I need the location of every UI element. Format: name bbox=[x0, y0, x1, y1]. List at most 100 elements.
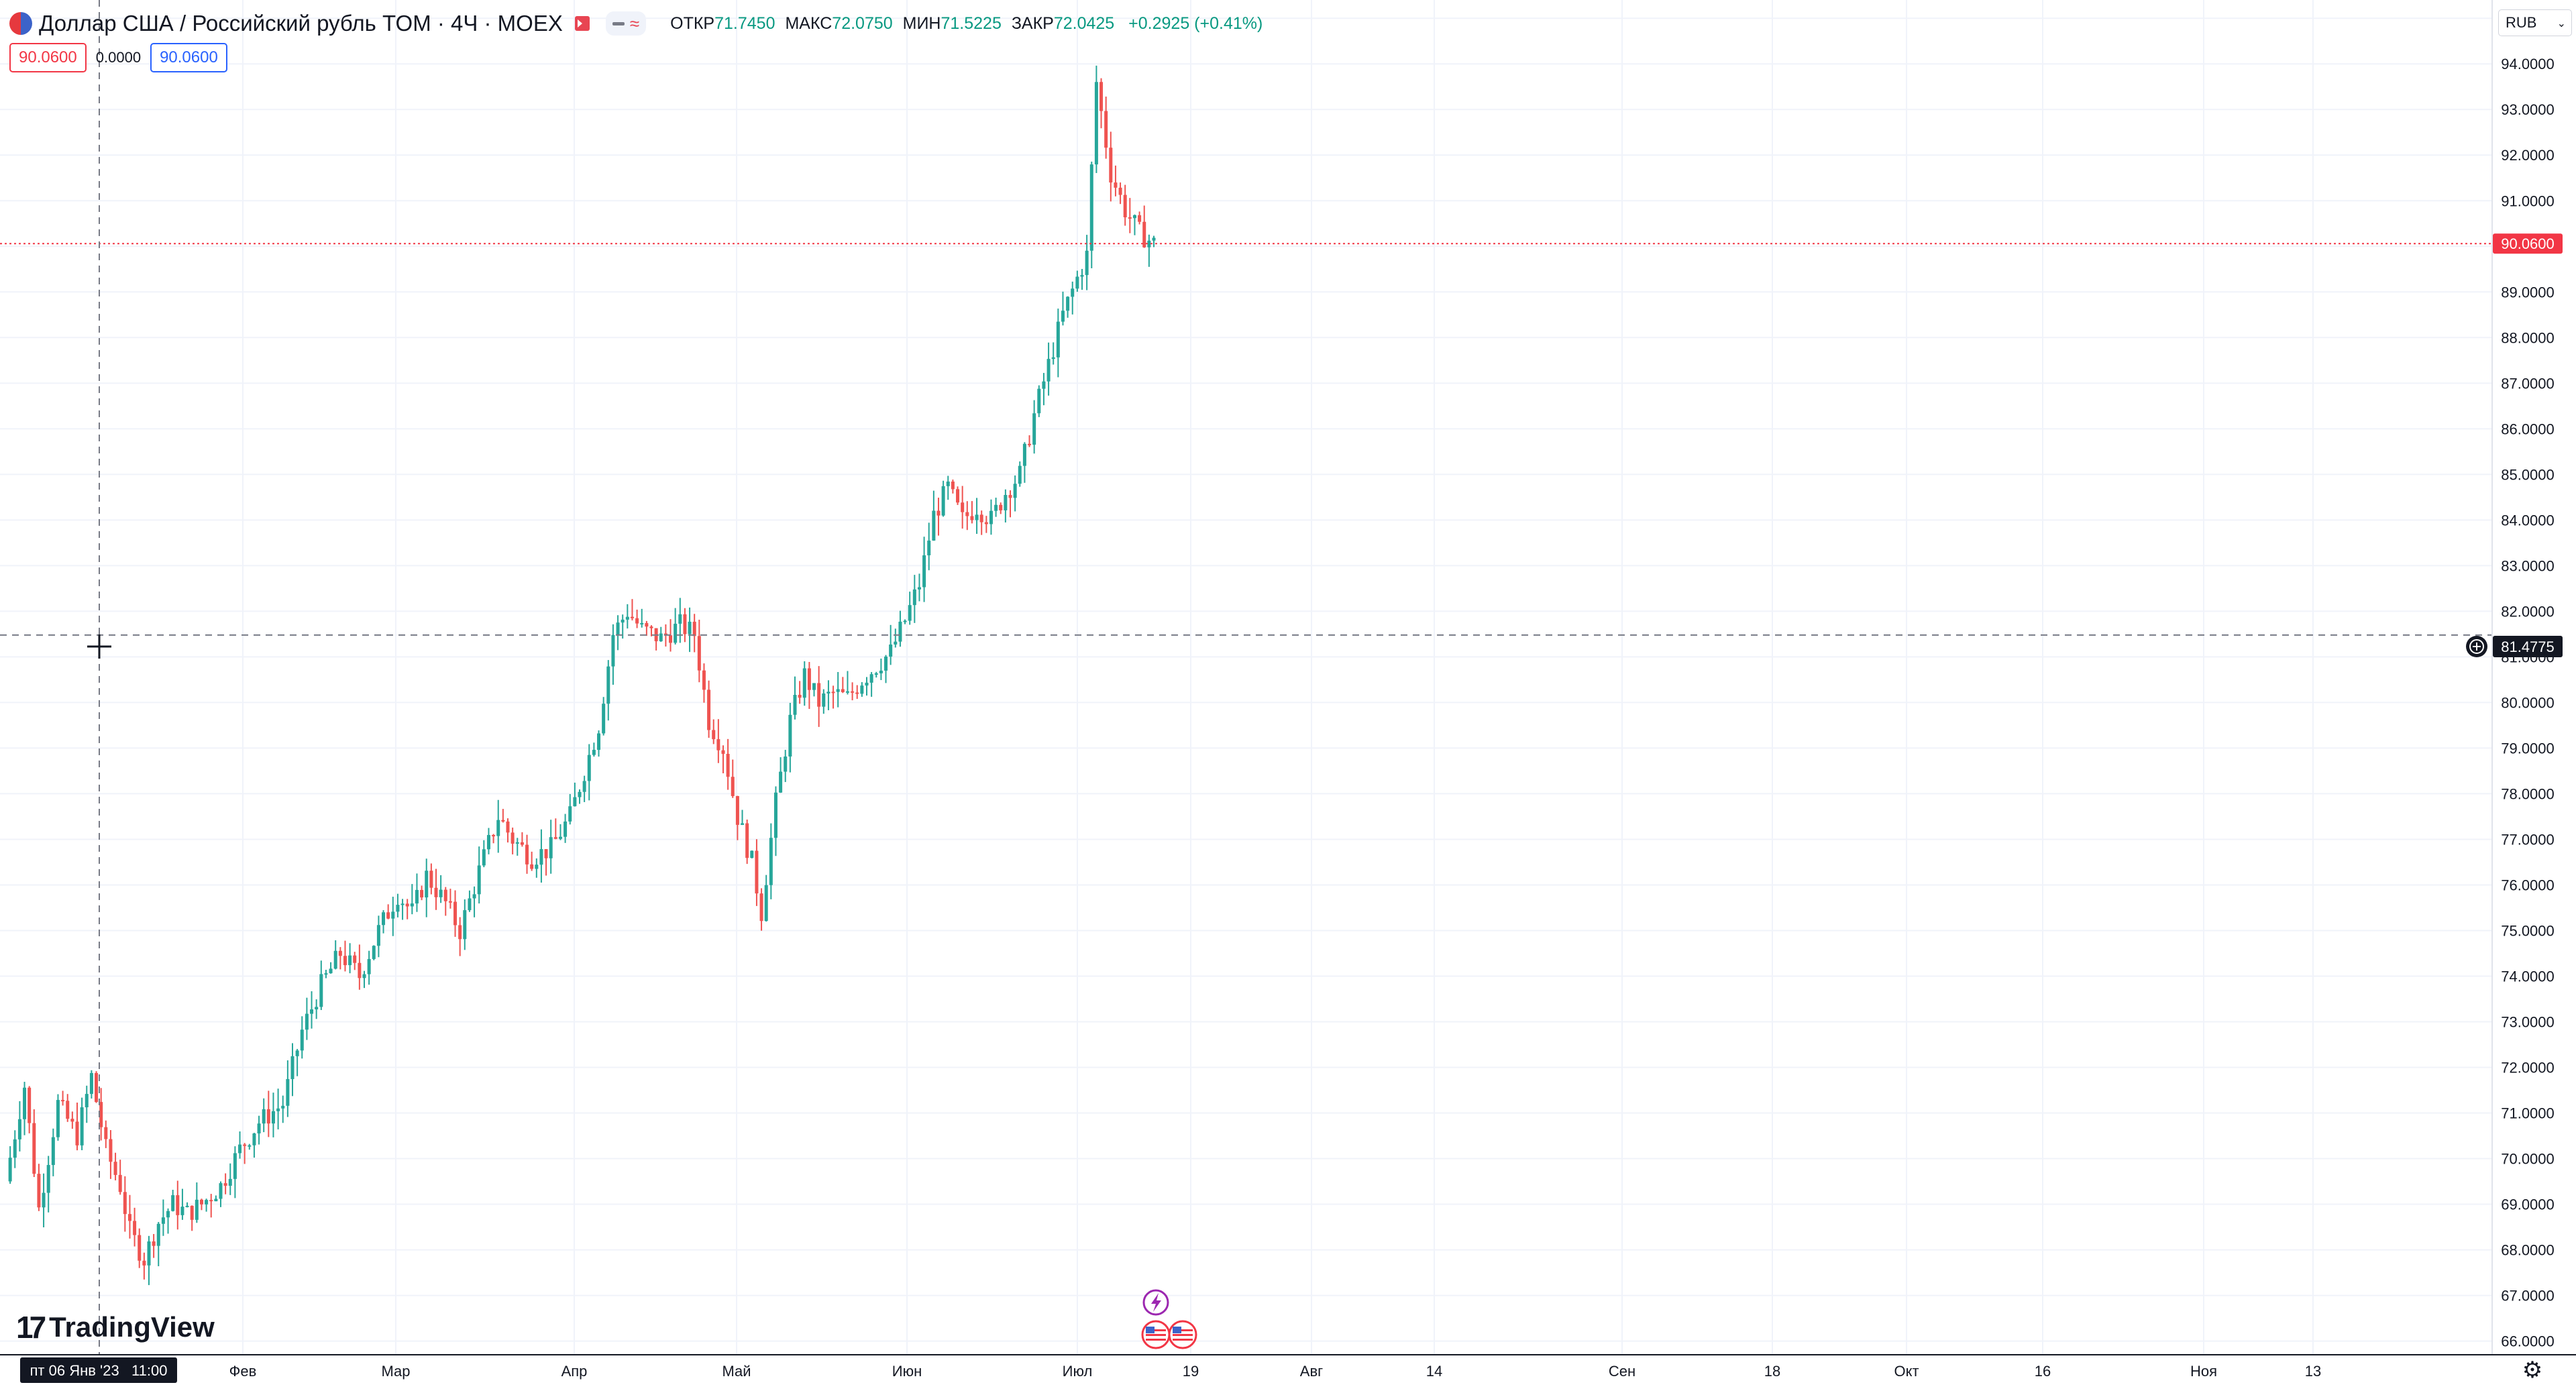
price-tick-label: 79.0000 bbox=[2501, 740, 2555, 757]
candle-body bbox=[860, 685, 864, 694]
candle-body bbox=[630, 616, 634, 618]
candle-body bbox=[1123, 194, 1127, 218]
candle-body bbox=[199, 1199, 203, 1205]
events-marker-lightning[interactable] bbox=[1142, 1289, 1169, 1316]
time-tick-label: 19 bbox=[1183, 1363, 1199, 1380]
candle-body bbox=[1138, 215, 1142, 222]
candle-body bbox=[1046, 359, 1051, 382]
symbol-title[interactable]: Доллар США / Российский рубль TOM · 4Ч ·… bbox=[39, 11, 563, 36]
crosshair-cursor-icon bbox=[87, 634, 111, 659]
candle-body bbox=[845, 691, 849, 693]
price-tick-label: 83.0000 bbox=[2501, 557, 2555, 574]
us-flag-event-icon[interactable] bbox=[1141, 1320, 1197, 1349]
candle-body bbox=[1075, 276, 1079, 289]
candle-body bbox=[400, 903, 405, 905]
candle-body bbox=[989, 510, 993, 524]
price-tick-label: 86.0000 bbox=[2501, 421, 2555, 437]
candle-body bbox=[750, 850, 754, 858]
price-axis[interactable]: 66.0000 67.0000 68.0000 69.0000 70.0000 71.00… bbox=[2501, 10, 2555, 1349]
spread-value: 0.0000 bbox=[95, 49, 142, 66]
candle-body bbox=[214, 1198, 218, 1202]
candle-body bbox=[405, 903, 409, 907]
candle-body bbox=[1118, 187, 1122, 195]
last-price-label: 90.0600 bbox=[2501, 235, 2555, 252]
last-price-tag: 90.0600 bbox=[2493, 233, 2563, 254]
add-alert-icon[interactable] bbox=[2466, 636, 2487, 657]
candle-body bbox=[741, 823, 745, 825]
candle-body bbox=[343, 956, 347, 966]
candle-body bbox=[161, 1217, 165, 1224]
candle-body bbox=[386, 912, 390, 919]
candle-body bbox=[807, 668, 811, 690]
candle-body bbox=[281, 1105, 285, 1109]
buy-price-button[interactable]: 90.0600 bbox=[150, 43, 227, 72]
price-tick-label: 89.0000 bbox=[2501, 284, 2555, 300]
open-value: 71.7450 bbox=[714, 13, 775, 33]
candle-body bbox=[788, 714, 792, 757]
candle-body bbox=[142, 1260, 146, 1266]
currency-select[interactable]: RUB ⌄ bbox=[2498, 9, 2572, 36]
sell-price-button[interactable]: 90.0600 bbox=[9, 43, 87, 72]
wave-icon: ≈ bbox=[629, 13, 640, 34]
change-value: +0.2925 (+0.41%) bbox=[1128, 13, 1263, 33]
candle-body bbox=[257, 1123, 261, 1133]
indicator-toggle[interactable]: ≈ bbox=[605, 11, 647, 36]
price-tick-label: 93.0000 bbox=[2501, 101, 2555, 118]
candle-body bbox=[511, 832, 515, 844]
candle-body bbox=[841, 689, 845, 692]
candle-body bbox=[553, 837, 557, 839]
candle-body bbox=[912, 589, 916, 606]
candle-body bbox=[1071, 288, 1075, 297]
live-flag-icon[interactable] bbox=[574, 16, 590, 31]
candle-body bbox=[1085, 250, 1089, 276]
candle-body bbox=[348, 955, 352, 966]
candle-body bbox=[376, 925, 380, 946]
candle-body bbox=[984, 522, 988, 524]
tradingview-logo[interactable]: 17 TradingView bbox=[16, 1309, 215, 1345]
candle-body bbox=[276, 1108, 280, 1111]
candle-body bbox=[391, 911, 395, 919]
candle-body bbox=[185, 1205, 189, 1207]
price-tick-label: 72.0000 bbox=[2501, 1060, 2555, 1076]
price-tick-label: 82.0000 bbox=[2501, 603, 2555, 620]
candle-body bbox=[932, 510, 936, 541]
candle-body bbox=[764, 885, 768, 922]
candle-body bbox=[1128, 217, 1132, 219]
price-tick-label: 91.0000 bbox=[2501, 192, 2555, 209]
candle-body bbox=[127, 1214, 131, 1221]
time-tick-label: Ноя bbox=[2190, 1363, 2217, 1380]
candle-body bbox=[506, 821, 510, 833]
candle-body bbox=[415, 889, 419, 904]
candle-body bbox=[1037, 388, 1041, 414]
gear-icon[interactable]: ⚙ bbox=[2522, 1357, 2543, 1383]
candle-body bbox=[70, 1119, 74, 1122]
candle-body bbox=[501, 820, 505, 822]
candle-body bbox=[1032, 413, 1036, 445]
candle-body bbox=[113, 1162, 117, 1175]
candle-body bbox=[1004, 495, 1008, 510]
candle-body bbox=[56, 1100, 60, 1137]
price-tick-label: 78.0000 bbox=[2501, 785, 2555, 802]
candle-body bbox=[592, 750, 596, 755]
candle-body bbox=[176, 1195, 180, 1215]
candle-body bbox=[324, 973, 328, 975]
candle-body bbox=[425, 871, 429, 898]
candle-body bbox=[663, 633, 667, 636]
candle-body bbox=[826, 691, 830, 694]
candle-body bbox=[879, 670, 883, 673]
time-tick-label: 13 bbox=[2305, 1363, 2321, 1380]
candle-body bbox=[520, 842, 524, 845]
candle-body bbox=[908, 605, 912, 621]
price-tick-label: 68.0000 bbox=[2501, 1242, 2555, 1259]
candle-body bbox=[582, 781, 586, 792]
candle-body bbox=[731, 777, 735, 796]
time-tick-label: Фев bbox=[229, 1363, 257, 1380]
price-tick-label: 66.0000 bbox=[2501, 1333, 2555, 1350]
candle-body bbox=[525, 844, 529, 864]
candle-body bbox=[443, 889, 447, 901]
candle-body bbox=[994, 504, 998, 511]
candle-body bbox=[735, 795, 739, 825]
time-axis[interactable]: Фев Мар Апр Май Июн Июл 19 Авг 14 Сен 18 Окт 16 Ноя 13 bbox=[229, 1363, 2322, 1380]
crosshair-price-tag: 81.4775 bbox=[2466, 636, 2563, 657]
